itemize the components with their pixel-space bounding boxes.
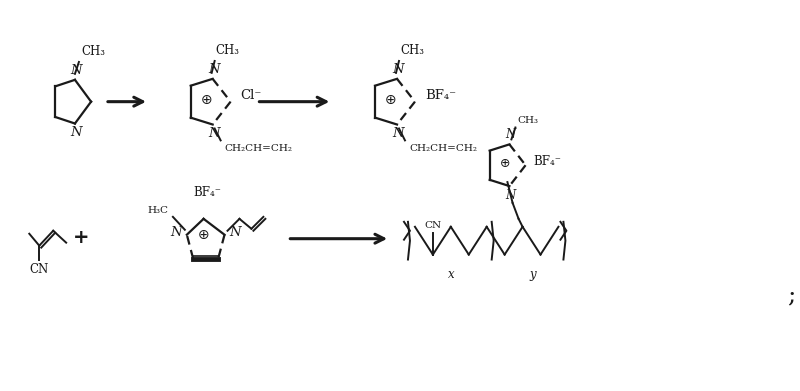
Text: N: N [170,226,182,239]
Text: ⊕: ⊕ [499,157,510,170]
Text: CH₂CH=CH₂: CH₂CH=CH₂ [225,144,293,153]
Text: N: N [208,127,219,140]
Text: CH₃: CH₃ [400,44,424,57]
Text: ⊕: ⊕ [198,228,210,242]
Text: N: N [506,189,515,202]
Text: BF₄⁻: BF₄⁻ [534,155,562,168]
Text: N: N [208,63,219,76]
Text: CN: CN [424,221,442,230]
Text: ⊕: ⊕ [386,93,397,107]
Text: N: N [70,127,82,140]
Text: N: N [70,64,82,77]
Text: ⊕: ⊕ [201,93,213,107]
Text: CH₃: CH₃ [81,45,105,58]
Text: y: y [530,269,536,282]
Text: N: N [392,127,404,140]
Text: x: x [447,269,454,282]
Text: CN: CN [30,262,49,276]
Text: N: N [506,128,515,142]
Text: ;: ; [787,284,796,307]
Text: CH₂CH=CH₂: CH₂CH=CH₂ [409,144,477,153]
Text: BF₄⁻: BF₄⁻ [194,186,222,199]
Text: Cl⁻: Cl⁻ [241,89,262,102]
Text: CH₃: CH₃ [216,44,240,57]
Text: BF₄⁻: BF₄⁻ [425,89,456,102]
Text: H₃C: H₃C [148,206,169,215]
Text: CH₃: CH₃ [518,115,538,124]
Text: +: + [73,228,90,247]
Text: N: N [392,63,404,76]
Text: N: N [230,226,241,239]
